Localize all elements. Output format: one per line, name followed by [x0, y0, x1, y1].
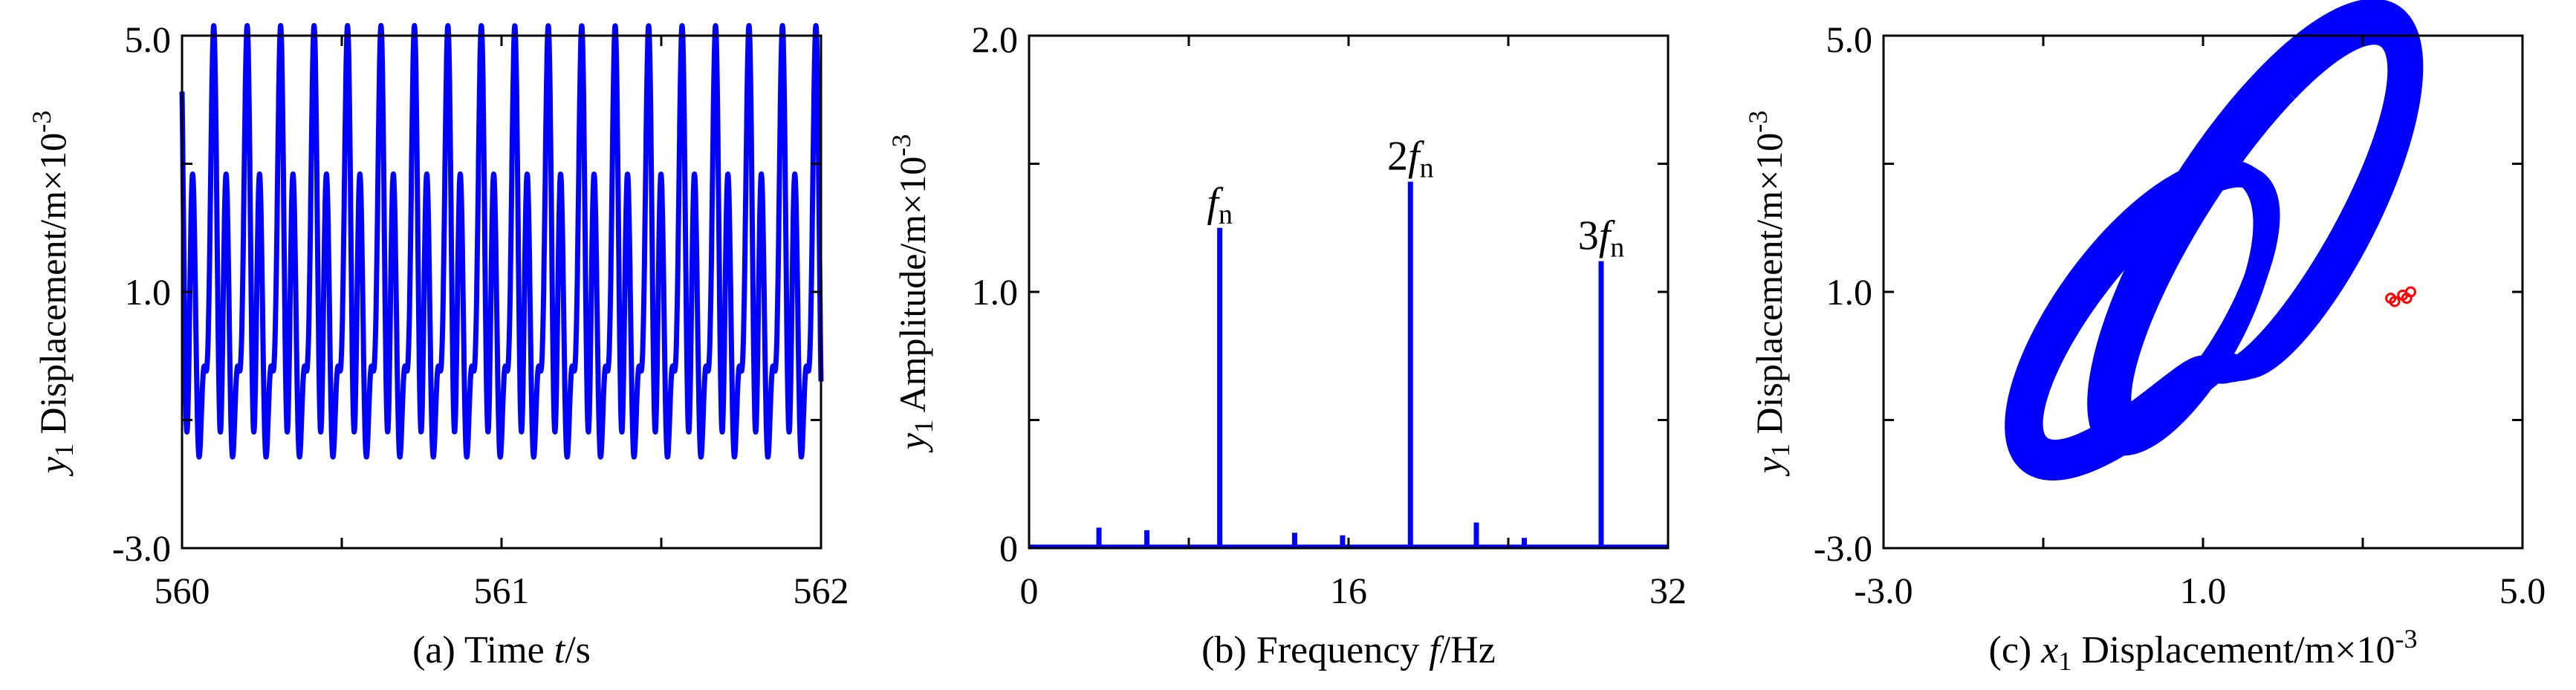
panel-b-ytick-mid: 1.0 — [972, 271, 1019, 313]
panel-b-ytick-bottom: 0 — [999, 527, 1018, 569]
panel-b-xtick-mid: 16 — [1330, 570, 1367, 611]
panel-a-ytick-top: 5.0 — [125, 19, 172, 60]
panel-a-ytick-bottom: -3.0 — [112, 527, 171, 569]
panel-b-plot-area: fn 2fn 3fn — [1029, 134, 1668, 550]
panel-c-xtick-right: 5.0 — [2499, 570, 2546, 611]
panel-a-ylabel: y1 Displacement/m×10-3 — [27, 111, 79, 478]
panel-a-ticks — [181, 34, 823, 550]
peak-label: 3fn — [1578, 213, 1625, 264]
panel-c-plot-area — [2005, 0, 2424, 481]
panel-c-xtick-mid: 1.0 — [2180, 570, 2227, 611]
panel-c-phase-portrait: 5.0 1.0 -3.0 -3.0 1.0 5.0 y1 Displacemen… — [1743, 0, 2546, 676]
poincare-point — [2389, 296, 2401, 307]
peak-label: fn — [1207, 180, 1233, 230]
poincare-point — [2401, 293, 2413, 305]
panel-b-xtick-left: 0 — [1020, 570, 1039, 611]
panel-c-caption: (c) x1 Displacement/m×10-3 — [1989, 624, 2418, 676]
panel-a-xtick-right: 562 — [794, 570, 849, 611]
panel-a-xtick-mid: 561 — [474, 570, 530, 611]
panel-b-spectrum: fn 2fn 3fn 2.0 1.0 0 0 16 32 y1 Amplitude/… — [886, 19, 1687, 671]
panel-b-xtick-right: 32 — [1649, 570, 1687, 611]
panel-c-ytick-top: 5.0 — [1826, 19, 1873, 60]
panel-a-time-series: 5.0 1.0 -3.0 560 561 562 y1 Displacement… — [27, 19, 849, 671]
panel-c-ticks — [1882, 34, 2524, 550]
panel-b-ticks — [1028, 34, 1670, 550]
panel-b-ylabel: y1 Amplitude/m×10-3 — [886, 134, 938, 454]
panel-c-ytick-mid: 1.0 — [1826, 271, 1873, 313]
panel-b-frame — [1028, 34, 1670, 550]
panel-b-ytick-top: 2.0 — [972, 19, 1019, 60]
orbit-trajectory — [2020, 22, 2410, 462]
panel-a-xtick-left: 560 — [155, 570, 210, 611]
panel-c-xtick-left: -3.0 — [1854, 570, 1912, 611]
panel-c-ytick-bottom: -3.0 — [1814, 527, 1872, 569]
panel-a-plot-area — [179, 23, 824, 460]
panel-a-ytick-mid: 1.0 — [125, 271, 172, 313]
peak-label: 2fn — [1387, 134, 1434, 184]
panel-c-frame — [1882, 34, 2524, 550]
panel-a-caption: (a) Time t/s — [412, 629, 591, 671]
panel-c-ylabel: y1 Displacement/m×10-3 — [1743, 111, 1795, 478]
panel-b-caption: (b) Frequency f/Hz — [1201, 629, 1496, 671]
series-line-y1 — [179, 23, 824, 460]
orbit-trajectory — [2005, 0, 2424, 481]
